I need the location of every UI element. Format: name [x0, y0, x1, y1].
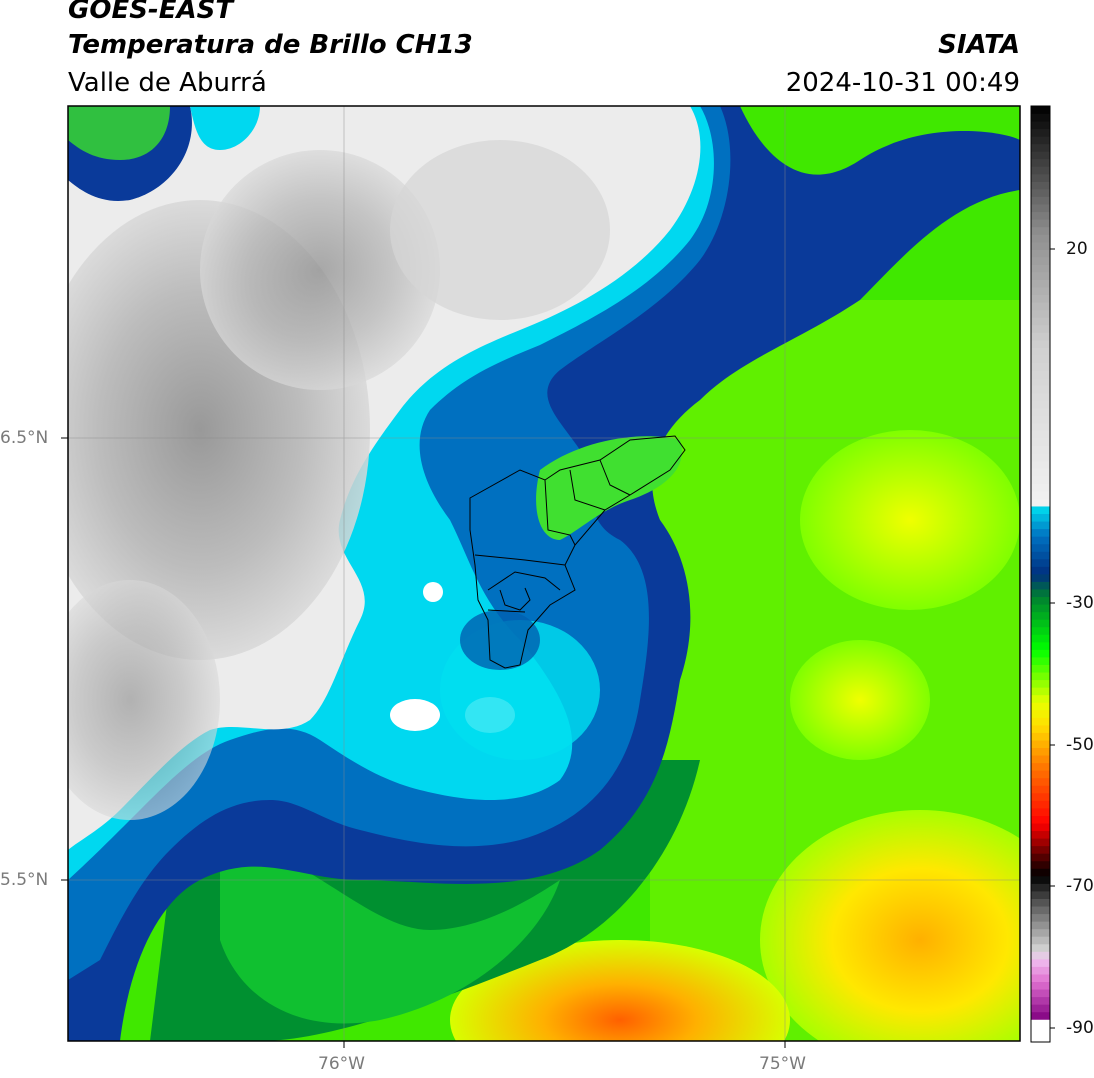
- colorbar-label-minus70: -70: [1066, 876, 1094, 896]
- axis-ticks: [61, 437, 786, 1048]
- colorbar-label-minus50: -50: [1066, 735, 1094, 755]
- map-frame: [67, 105, 1021, 1042]
- lon-tick-75w: 75°W: [759, 1054, 806, 1074]
- colorbar-label-20: 20: [1066, 239, 1088, 259]
- product-title: Temperatura de Brillo CH13: [68, 30, 473, 60]
- satellite-title: GOES-EAST: [68, 0, 234, 25]
- lat-tick-6-5n: 6.5°N: [0, 428, 49, 448]
- colorbar-label-minus30: -30: [1066, 593, 1094, 613]
- map-gridlines: [68, 106, 1020, 1041]
- lon-tick-76w: 76°W: [318, 1054, 365, 1074]
- lat-tick-5-5n: 5.5°N: [0, 870, 49, 890]
- municipality-boundaries: [469, 435, 686, 669]
- agency-label: SIATA: [938, 30, 1020, 60]
- timestamp-label: 2024-10-31 00:49: [785, 68, 1020, 98]
- region-label: Valle de Aburrá: [68, 68, 267, 98]
- colorbar-label-minus90: -90: [1066, 1018, 1094, 1038]
- temperature-field: [68, 106, 1020, 1041]
